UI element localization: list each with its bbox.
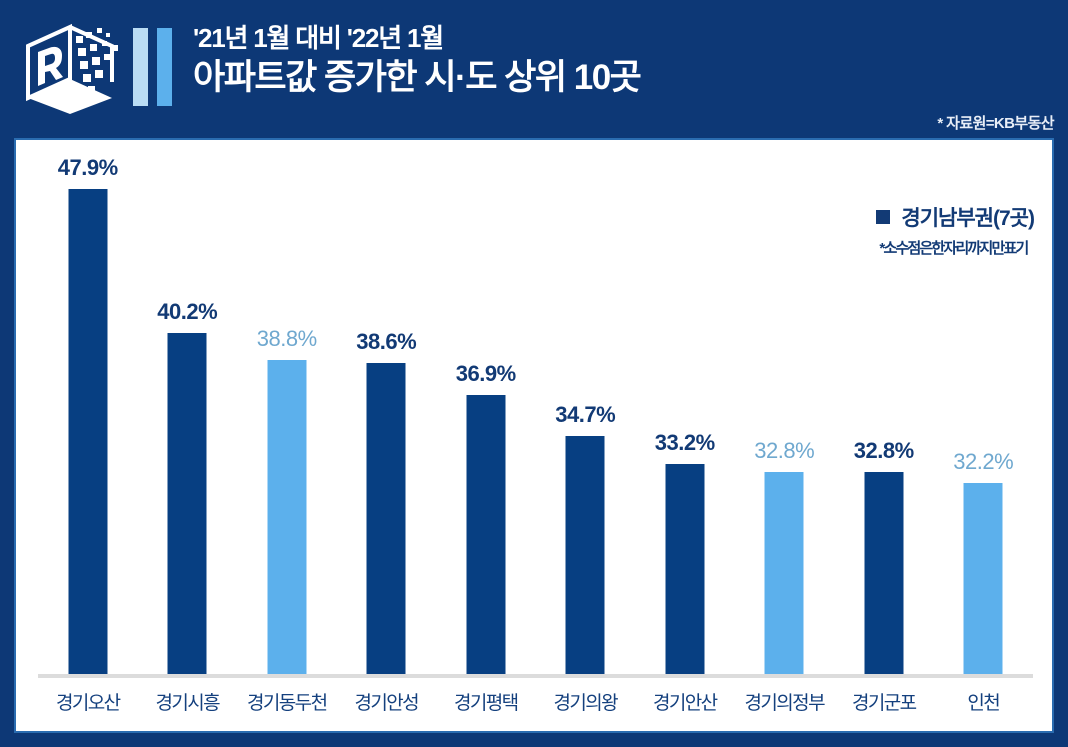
category-label: 경기의왕 bbox=[553, 693, 618, 714]
x-axis-categories: 경기오산 경기시흥 경기동두천 경기안성 경기평택 경기의왕 경기안산 경기의정부 경기군포 인천 bbox=[38, 680, 1033, 730]
page-title: 아파트값 증가한 시·도 상위 10곳 bbox=[193, 58, 642, 97]
accent-bar-pale bbox=[133, 28, 148, 106]
x-axis-tick-label: 인천 bbox=[934, 688, 1034, 715]
bar[interactable] bbox=[565, 436, 605, 674]
accent-bar-mid bbox=[157, 28, 172, 106]
bar[interactable] bbox=[764, 472, 804, 674]
x-axis-tick-label: 경기시흥 bbox=[138, 688, 238, 715]
category-label: 인천 bbox=[967, 693, 1000, 714]
bar-value-label: 32.8% bbox=[853, 438, 914, 463]
x-axis-tick-label: 경기의왕 bbox=[536, 688, 636, 715]
x-axis-tick-label: 경기안산 bbox=[635, 688, 735, 715]
legend-item-gyeonggi-south: 경기남부권(7곳) bbox=[876, 202, 1035, 232]
legend-footnote: *소수점은한자리까지만표기 bbox=[879, 240, 1029, 257]
bar-column[interactable]: 38.8% bbox=[237, 150, 337, 674]
bar-column[interactable]: 36.9% bbox=[436, 150, 536, 674]
bar[interactable] bbox=[366, 363, 406, 674]
bar[interactable] bbox=[68, 189, 108, 674]
subtitle-period: '21년 1월 대비 '22년 1월 bbox=[193, 23, 444, 53]
bar[interactable] bbox=[466, 395, 506, 674]
category-label: 경기의정부 bbox=[744, 693, 826, 714]
category-label: 경기안산 bbox=[652, 693, 718, 714]
x-axis-tick-label: 경기군포 bbox=[834, 688, 934, 715]
title-block: '21년 1월 대비 '22년 1월 아파트값 증가한 시·도 상위 10곳 bbox=[193, 22, 833, 100]
bar[interactable] bbox=[167, 333, 207, 674]
category-label: 경기동두천 bbox=[247, 693, 328, 714]
bar[interactable] bbox=[267, 360, 307, 674]
bar-column[interactable]: 33.2% bbox=[635, 150, 735, 674]
x-axis-tick-label: 경기의정부 bbox=[735, 688, 835, 715]
category-label: 경기안성 bbox=[354, 693, 419, 714]
x-axis-tick-label: 경기평택 bbox=[436, 688, 536, 715]
bar-column[interactable]: 32.8% bbox=[735, 150, 835, 674]
bar-column[interactable]: 34.7% bbox=[536, 150, 636, 674]
bar-value-label: 34.7% bbox=[555, 402, 616, 427]
bar-column[interactable]: 47.9% bbox=[38, 150, 138, 674]
r-cube-pixel-logo-icon bbox=[18, 22, 130, 114]
bar[interactable] bbox=[665, 464, 705, 674]
category-label: 경기군포 bbox=[851, 693, 917, 714]
bar[interactable] bbox=[864, 472, 904, 674]
bar-column[interactable]: 32.8% bbox=[834, 150, 934, 674]
x-axis-tick-label: 경기안성 bbox=[337, 688, 437, 715]
legend-swatch-icon bbox=[876, 210, 891, 224]
bar-value-label: 36.9% bbox=[455, 361, 516, 386]
bar-column[interactable]: 40.2% bbox=[138, 150, 238, 674]
bar-value-label: 32.2% bbox=[953, 449, 1014, 474]
bar-value-label: 32.8% bbox=[754, 438, 815, 463]
legend-label: 경기남부권(7곳) bbox=[901, 207, 1035, 230]
bar-value-label: 38.6% bbox=[356, 329, 417, 354]
source-note: * 자료원=KB부동산 bbox=[937, 115, 1054, 132]
category-label: 경기오산 bbox=[55, 693, 121, 714]
x-axis-tick-label: 경기오산 bbox=[38, 688, 138, 715]
bar-series: 47.9% 40.2% 38.8% 38.6% 36.9% 34.7% 33.2% 32.8%… bbox=[38, 150, 1033, 674]
bar-column[interactable]: 38.6% bbox=[337, 150, 437, 674]
bar-value-label: 47.9% bbox=[57, 155, 118, 180]
category-label: 경기시흥 bbox=[155, 693, 220, 714]
plot-area: 47.9% 40.2% 38.8% 38.6% 36.9% 34.7% 33.2% 32.8%… bbox=[16, 140, 1052, 731]
x-axis-tick-label: 경기동두천 bbox=[237, 688, 337, 715]
x-axis-line bbox=[38, 674, 1033, 678]
bar-value-label: 33.2% bbox=[654, 430, 715, 455]
chart-legend: 경기남부권(7곳) *소수점은한자리까지만표기 bbox=[876, 202, 1035, 258]
bar-column[interactable]: 32.2% bbox=[934, 150, 1034, 674]
bar-value-label: 40.2% bbox=[157, 299, 218, 324]
bar-value-label: 38.8% bbox=[256, 326, 317, 351]
bar[interactable] bbox=[963, 483, 1003, 674]
title-accent-bars bbox=[133, 28, 180, 106]
category-label: 경기평택 bbox=[453, 693, 519, 714]
header: '21년 1월 대비 '22년 1월 아파트값 증가한 시·도 상위 10곳 *… bbox=[0, 0, 1068, 132]
chart-panel: 경기남부권(7곳) *소수점은한자리까지만표기 47.9% 40.2% 38.8% 3… bbox=[14, 138, 1054, 733]
